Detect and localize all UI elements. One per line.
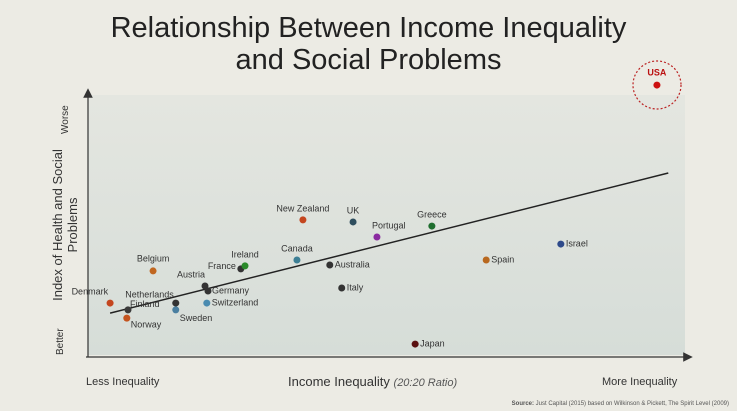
data-point — [338, 284, 346, 292]
point-label: Finland — [130, 299, 160, 309]
x-left-label: Less Inequality — [86, 376, 160, 388]
chart-title: Relationship Between Income Inequality a… — [110, 12, 627, 76]
point-label: Australia — [335, 259, 370, 269]
data-point — [293, 256, 301, 264]
data-point — [557, 240, 565, 248]
data-point — [299, 216, 307, 224]
source: Source: Just Capital (2015) based on Wil… — [512, 401, 729, 407]
source-text: Just Capital (2015) based on Wilkinson &… — [535, 401, 729, 407]
data-point — [241, 262, 249, 270]
point-label: New Zealand — [276, 203, 329, 213]
point-label: Japan — [420, 338, 445, 348]
point-label: France — [208, 261, 236, 271]
point-label: Canada — [281, 243, 313, 253]
data-point — [172, 306, 180, 314]
data-point — [482, 256, 490, 264]
data-point — [653, 81, 661, 89]
data-point — [204, 287, 212, 295]
data-point — [149, 267, 157, 275]
point-label: USA — [647, 67, 667, 77]
data-point — [326, 261, 334, 269]
point-label: Portugal — [372, 220, 406, 230]
trend-line — [109, 172, 669, 314]
data-point — [106, 299, 114, 307]
point-label: Israel — [566, 238, 588, 248]
data-point — [203, 299, 211, 307]
data-point — [411, 340, 419, 348]
point-label: Austria — [177, 269, 205, 279]
point-label: Italy — [347, 282, 364, 292]
data-point — [349, 218, 357, 226]
point-label: Sweden — [180, 313, 213, 323]
data-point — [172, 299, 180, 307]
point-label: Germany — [212, 285, 250, 295]
point-label: Denmark — [72, 286, 109, 296]
point-label: UK — [347, 205, 360, 215]
x-axis-label: Income Inequality — [288, 374, 390, 389]
point-label: Norway — [131, 320, 162, 330]
data-point — [123, 314, 131, 322]
data-point — [124, 306, 132, 314]
x-right-label: More Inequality — [602, 376, 678, 388]
data-point — [428, 222, 436, 230]
point-label: Greece — [417, 209, 447, 219]
point-label: Spain — [491, 254, 514, 264]
x-axis-label-group: Income Inequality (20:20 Ratio) — [288, 374, 457, 389]
point-label: Netherlands — [125, 289, 174, 299]
x-axis-note: (20:20 Ratio) — [393, 377, 458, 389]
point-label: Ireland — [231, 249, 259, 259]
data-point — [373, 233, 381, 241]
source-prefix: Source: — [511, 401, 534, 407]
usa-highlight — [632, 60, 682, 110]
point-label: Belgium — [137, 253, 170, 263]
plot-area — [88, 95, 685, 355]
point-label: Switzerland — [212, 297, 259, 307]
